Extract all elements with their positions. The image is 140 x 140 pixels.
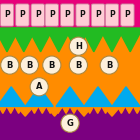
Polygon shape xyxy=(0,106,7,113)
Polygon shape xyxy=(117,106,125,113)
Bar xyxy=(0,106,140,140)
Polygon shape xyxy=(25,87,53,106)
Circle shape xyxy=(69,56,88,74)
Circle shape xyxy=(61,114,79,132)
Polygon shape xyxy=(64,28,90,52)
Polygon shape xyxy=(81,28,106,52)
Polygon shape xyxy=(112,87,140,106)
Bar xyxy=(0,31,140,106)
Text: B: B xyxy=(26,61,33,70)
Polygon shape xyxy=(46,106,54,113)
Polygon shape xyxy=(76,106,92,116)
FancyBboxPatch shape xyxy=(121,4,134,26)
Polygon shape xyxy=(7,106,15,113)
Polygon shape xyxy=(84,87,112,106)
Text: P: P xyxy=(35,10,41,19)
Text: P: P xyxy=(19,10,25,19)
Polygon shape xyxy=(104,106,120,116)
Polygon shape xyxy=(15,106,23,113)
Polygon shape xyxy=(70,106,78,113)
Circle shape xyxy=(100,56,118,74)
Text: B: B xyxy=(75,61,82,70)
Text: P: P xyxy=(80,10,86,19)
Polygon shape xyxy=(56,87,84,106)
Polygon shape xyxy=(31,106,38,113)
Polygon shape xyxy=(17,106,34,116)
FancyBboxPatch shape xyxy=(91,4,105,26)
FancyBboxPatch shape xyxy=(16,4,29,26)
FancyBboxPatch shape xyxy=(0,4,14,26)
Polygon shape xyxy=(46,28,71,52)
FancyBboxPatch shape xyxy=(105,4,119,26)
Polygon shape xyxy=(94,106,102,113)
Polygon shape xyxy=(125,106,133,113)
Polygon shape xyxy=(118,28,140,52)
Circle shape xyxy=(20,56,38,74)
Bar xyxy=(0,0,140,31)
Polygon shape xyxy=(62,106,70,113)
Polygon shape xyxy=(110,106,117,113)
Polygon shape xyxy=(38,106,46,113)
Text: B: B xyxy=(106,61,112,70)
Text: P: P xyxy=(95,10,101,19)
Polygon shape xyxy=(102,106,109,113)
Text: A: A xyxy=(36,82,42,91)
Circle shape xyxy=(43,56,61,74)
Text: H: H xyxy=(75,42,82,51)
Circle shape xyxy=(30,78,48,96)
Polygon shape xyxy=(0,28,20,52)
Polygon shape xyxy=(99,28,125,52)
Circle shape xyxy=(1,56,19,74)
Text: P: P xyxy=(4,10,10,19)
Polygon shape xyxy=(28,28,53,52)
Text: P: P xyxy=(109,10,115,19)
Polygon shape xyxy=(11,28,36,52)
Polygon shape xyxy=(133,106,140,113)
Polygon shape xyxy=(46,106,63,116)
FancyBboxPatch shape xyxy=(60,4,74,26)
FancyBboxPatch shape xyxy=(76,4,89,26)
Text: G: G xyxy=(66,119,74,128)
Polygon shape xyxy=(23,106,30,113)
Polygon shape xyxy=(78,106,86,113)
Text: P: P xyxy=(124,10,130,19)
Polygon shape xyxy=(0,87,25,106)
Circle shape xyxy=(69,37,88,55)
Text: B: B xyxy=(49,61,55,70)
Text: B: B xyxy=(7,61,13,70)
Text: P: P xyxy=(64,10,70,19)
FancyBboxPatch shape xyxy=(31,4,45,26)
Polygon shape xyxy=(54,106,62,113)
Polygon shape xyxy=(86,106,94,113)
Text: P: P xyxy=(49,10,55,19)
FancyBboxPatch shape xyxy=(45,4,59,26)
